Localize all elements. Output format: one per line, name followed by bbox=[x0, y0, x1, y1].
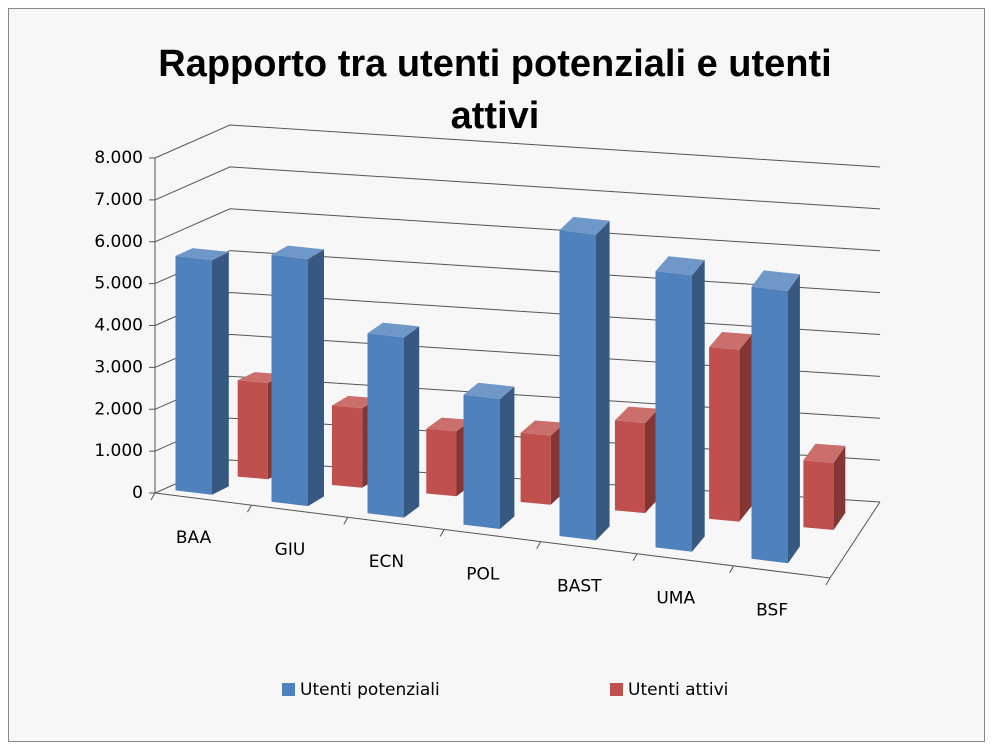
y-tick-label: 1.000 bbox=[94, 441, 143, 461]
bar-side bbox=[692, 260, 705, 552]
bar-top bbox=[520, 420, 565, 436]
y-tick-label: 7.000 bbox=[94, 190, 143, 210]
bar-top bbox=[426, 417, 472, 432]
x-tick bbox=[343, 517, 349, 525]
bar-top bbox=[655, 256, 705, 276]
x-tick-label: BSF bbox=[756, 601, 788, 621]
bar-side bbox=[645, 408, 659, 514]
grid-line bbox=[154, 166, 881, 210]
x-tick bbox=[150, 492, 156, 501]
bar-side bbox=[212, 251, 229, 495]
grid-line bbox=[154, 124, 881, 168]
x-tick bbox=[246, 504, 252, 513]
bar bbox=[709, 347, 740, 522]
chart-title: Rapporto tra utenti potenziali e utenti … bbox=[158, 43, 832, 137]
bar-top bbox=[614, 406, 659, 424]
legend-swatch bbox=[282, 683, 295, 696]
bar bbox=[751, 286, 788, 564]
bar bbox=[175, 255, 212, 495]
bar-side bbox=[308, 249, 324, 507]
bar-side bbox=[739, 334, 752, 522]
bar-top bbox=[332, 395, 378, 409]
bar bbox=[426, 428, 457, 497]
bar-top bbox=[463, 382, 515, 400]
bar bbox=[655, 271, 692, 552]
y-tick-label: 5.000 bbox=[94, 274, 143, 294]
bar-side bbox=[500, 386, 515, 529]
bar bbox=[463, 394, 500, 529]
legend-swatch bbox=[610, 683, 623, 696]
x-tick-label: GIU bbox=[275, 540, 306, 560]
bar-top bbox=[709, 332, 752, 350]
bar-side bbox=[404, 326, 420, 518]
y-tick-label: 8.000 bbox=[94, 148, 143, 168]
bar-top bbox=[803, 443, 846, 463]
grid-line bbox=[154, 208, 881, 252]
y-tick-label: 6.000 bbox=[94, 232, 143, 252]
x-tick-label: ECN bbox=[369, 552, 404, 572]
bar bbox=[520, 432, 551, 505]
chart-frame bbox=[8, 8, 985, 742]
x-tick bbox=[825, 577, 831, 586]
bar-top bbox=[175, 248, 229, 261]
x-tick-label: BAST bbox=[557, 576, 602, 596]
bar-top bbox=[271, 245, 324, 260]
bar bbox=[367, 333, 404, 518]
bar-side bbox=[788, 274, 800, 564]
y-tick-label: 2.000 bbox=[94, 399, 143, 419]
bar-top bbox=[559, 216, 610, 235]
y-tick-label: 4.000 bbox=[94, 316, 143, 336]
bar-top bbox=[751, 270, 800, 291]
x-tick bbox=[632, 553, 638, 561]
bar bbox=[271, 254, 308, 507]
y-tick-label: 3.000 bbox=[94, 357, 143, 377]
bar bbox=[803, 460, 834, 530]
y-tick-label: 0 bbox=[132, 483, 143, 503]
legend-label: Utenti attivi bbox=[628, 680, 728, 700]
bar bbox=[237, 380, 268, 480]
bar bbox=[332, 405, 363, 488]
x-tick bbox=[536, 541, 542, 549]
bar-side bbox=[596, 220, 610, 541]
bar bbox=[614, 420, 645, 514]
x-tick bbox=[729, 565, 735, 574]
legend-label: Utenti potenziali bbox=[300, 680, 440, 700]
x-tick bbox=[439, 529, 445, 537]
bar-top bbox=[367, 322, 420, 338]
bar bbox=[559, 230, 596, 541]
x-tick-label: BAA bbox=[176, 528, 212, 548]
x-tick-label: UMA bbox=[656, 589, 695, 609]
x-tick-label: POL bbox=[466, 564, 500, 584]
bar-side bbox=[833, 445, 846, 530]
